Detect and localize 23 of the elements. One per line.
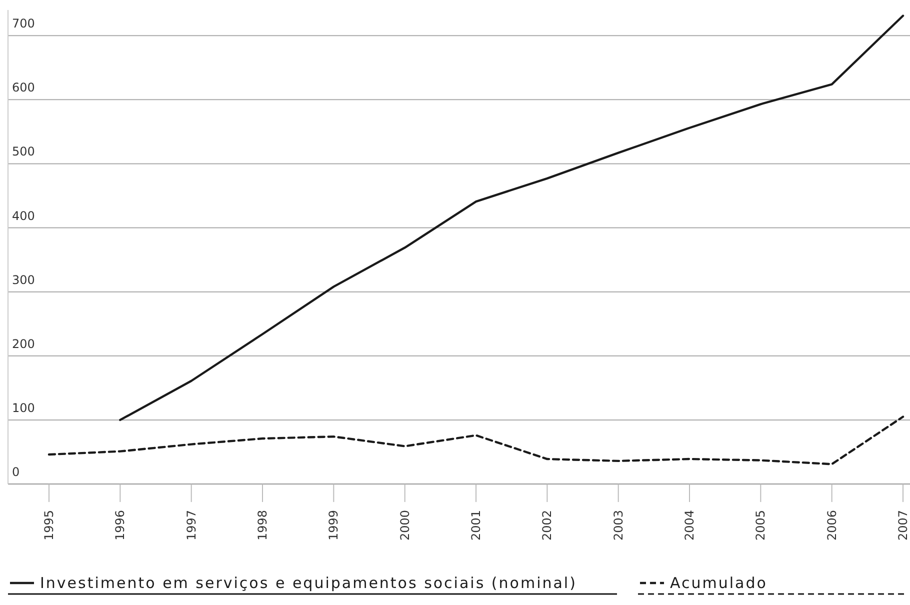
x-tick-label: 1998 xyxy=(256,510,270,541)
x-tick-label: 2003 xyxy=(611,510,626,541)
x-tick-label: 1999 xyxy=(326,510,341,541)
x-tick-label: 2002 xyxy=(540,510,554,541)
x-tick-label: 2001 xyxy=(469,510,483,541)
y-tick-label: 300 xyxy=(12,272,35,287)
x-tick-label: 2000 xyxy=(398,510,412,541)
x-tick-label: 2007 xyxy=(896,510,910,541)
y-tick-label: 500 xyxy=(12,144,35,159)
y-tick-label: 400 xyxy=(12,208,35,223)
x-tick-label: 2004 xyxy=(682,510,696,541)
x-tick-label: 1996 xyxy=(113,510,128,541)
x-tick-label: 1995 xyxy=(42,510,56,541)
legend-label: Investimento em serviços e equipamentos sociais (nominal) xyxy=(40,574,577,592)
y-tick-label: 600 xyxy=(12,80,35,95)
y-tick-label: 200 xyxy=(12,336,35,351)
x-tick-label: 2006 xyxy=(824,510,839,541)
x-tick-label: 2005 xyxy=(754,510,768,541)
y-tick-label: 100 xyxy=(12,400,35,415)
legend-label: Acumulado xyxy=(670,574,768,592)
y-tick-label: 0 xyxy=(12,465,20,479)
x-tick-label: 1997 xyxy=(184,510,198,541)
y-tick-label: 700 xyxy=(12,16,35,31)
